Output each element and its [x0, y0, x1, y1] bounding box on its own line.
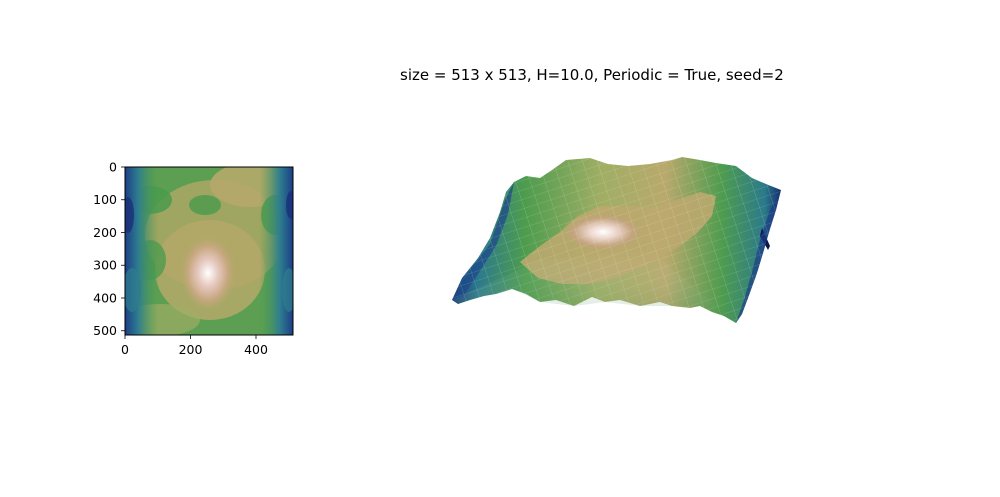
- x-tick-label: 400: [244, 342, 268, 357]
- y-tick-label: 400: [93, 290, 117, 305]
- heatmap-image: [125, 167, 293, 335]
- heatmap-x-ticks: 0 200 400: [121, 335, 268, 357]
- y-tick-label: 100: [93, 192, 117, 207]
- heatmap-frame: [124, 166, 294, 336]
- heatmap-axes: 0 100 200 300 400 500 0 200 400: [93, 160, 294, 357]
- y-tick-label: 500: [93, 323, 117, 338]
- y-tick-label: 0: [109, 160, 117, 175]
- figure-title: size = 513 x 513, H=10.0, Periodic = Tru…: [400, 66, 784, 84]
- surface-plot: [452, 157, 781, 323]
- y-tick-label: 300: [93, 258, 117, 273]
- surface-front-shade: [452, 250, 736, 323]
- heatmap-y-ticks: 0 100 200 300 400 500: [93, 160, 125, 338]
- x-tick-label: 0: [121, 342, 129, 357]
- x-tick-label: 200: [179, 342, 203, 357]
- y-tick-label: 200: [93, 225, 117, 240]
